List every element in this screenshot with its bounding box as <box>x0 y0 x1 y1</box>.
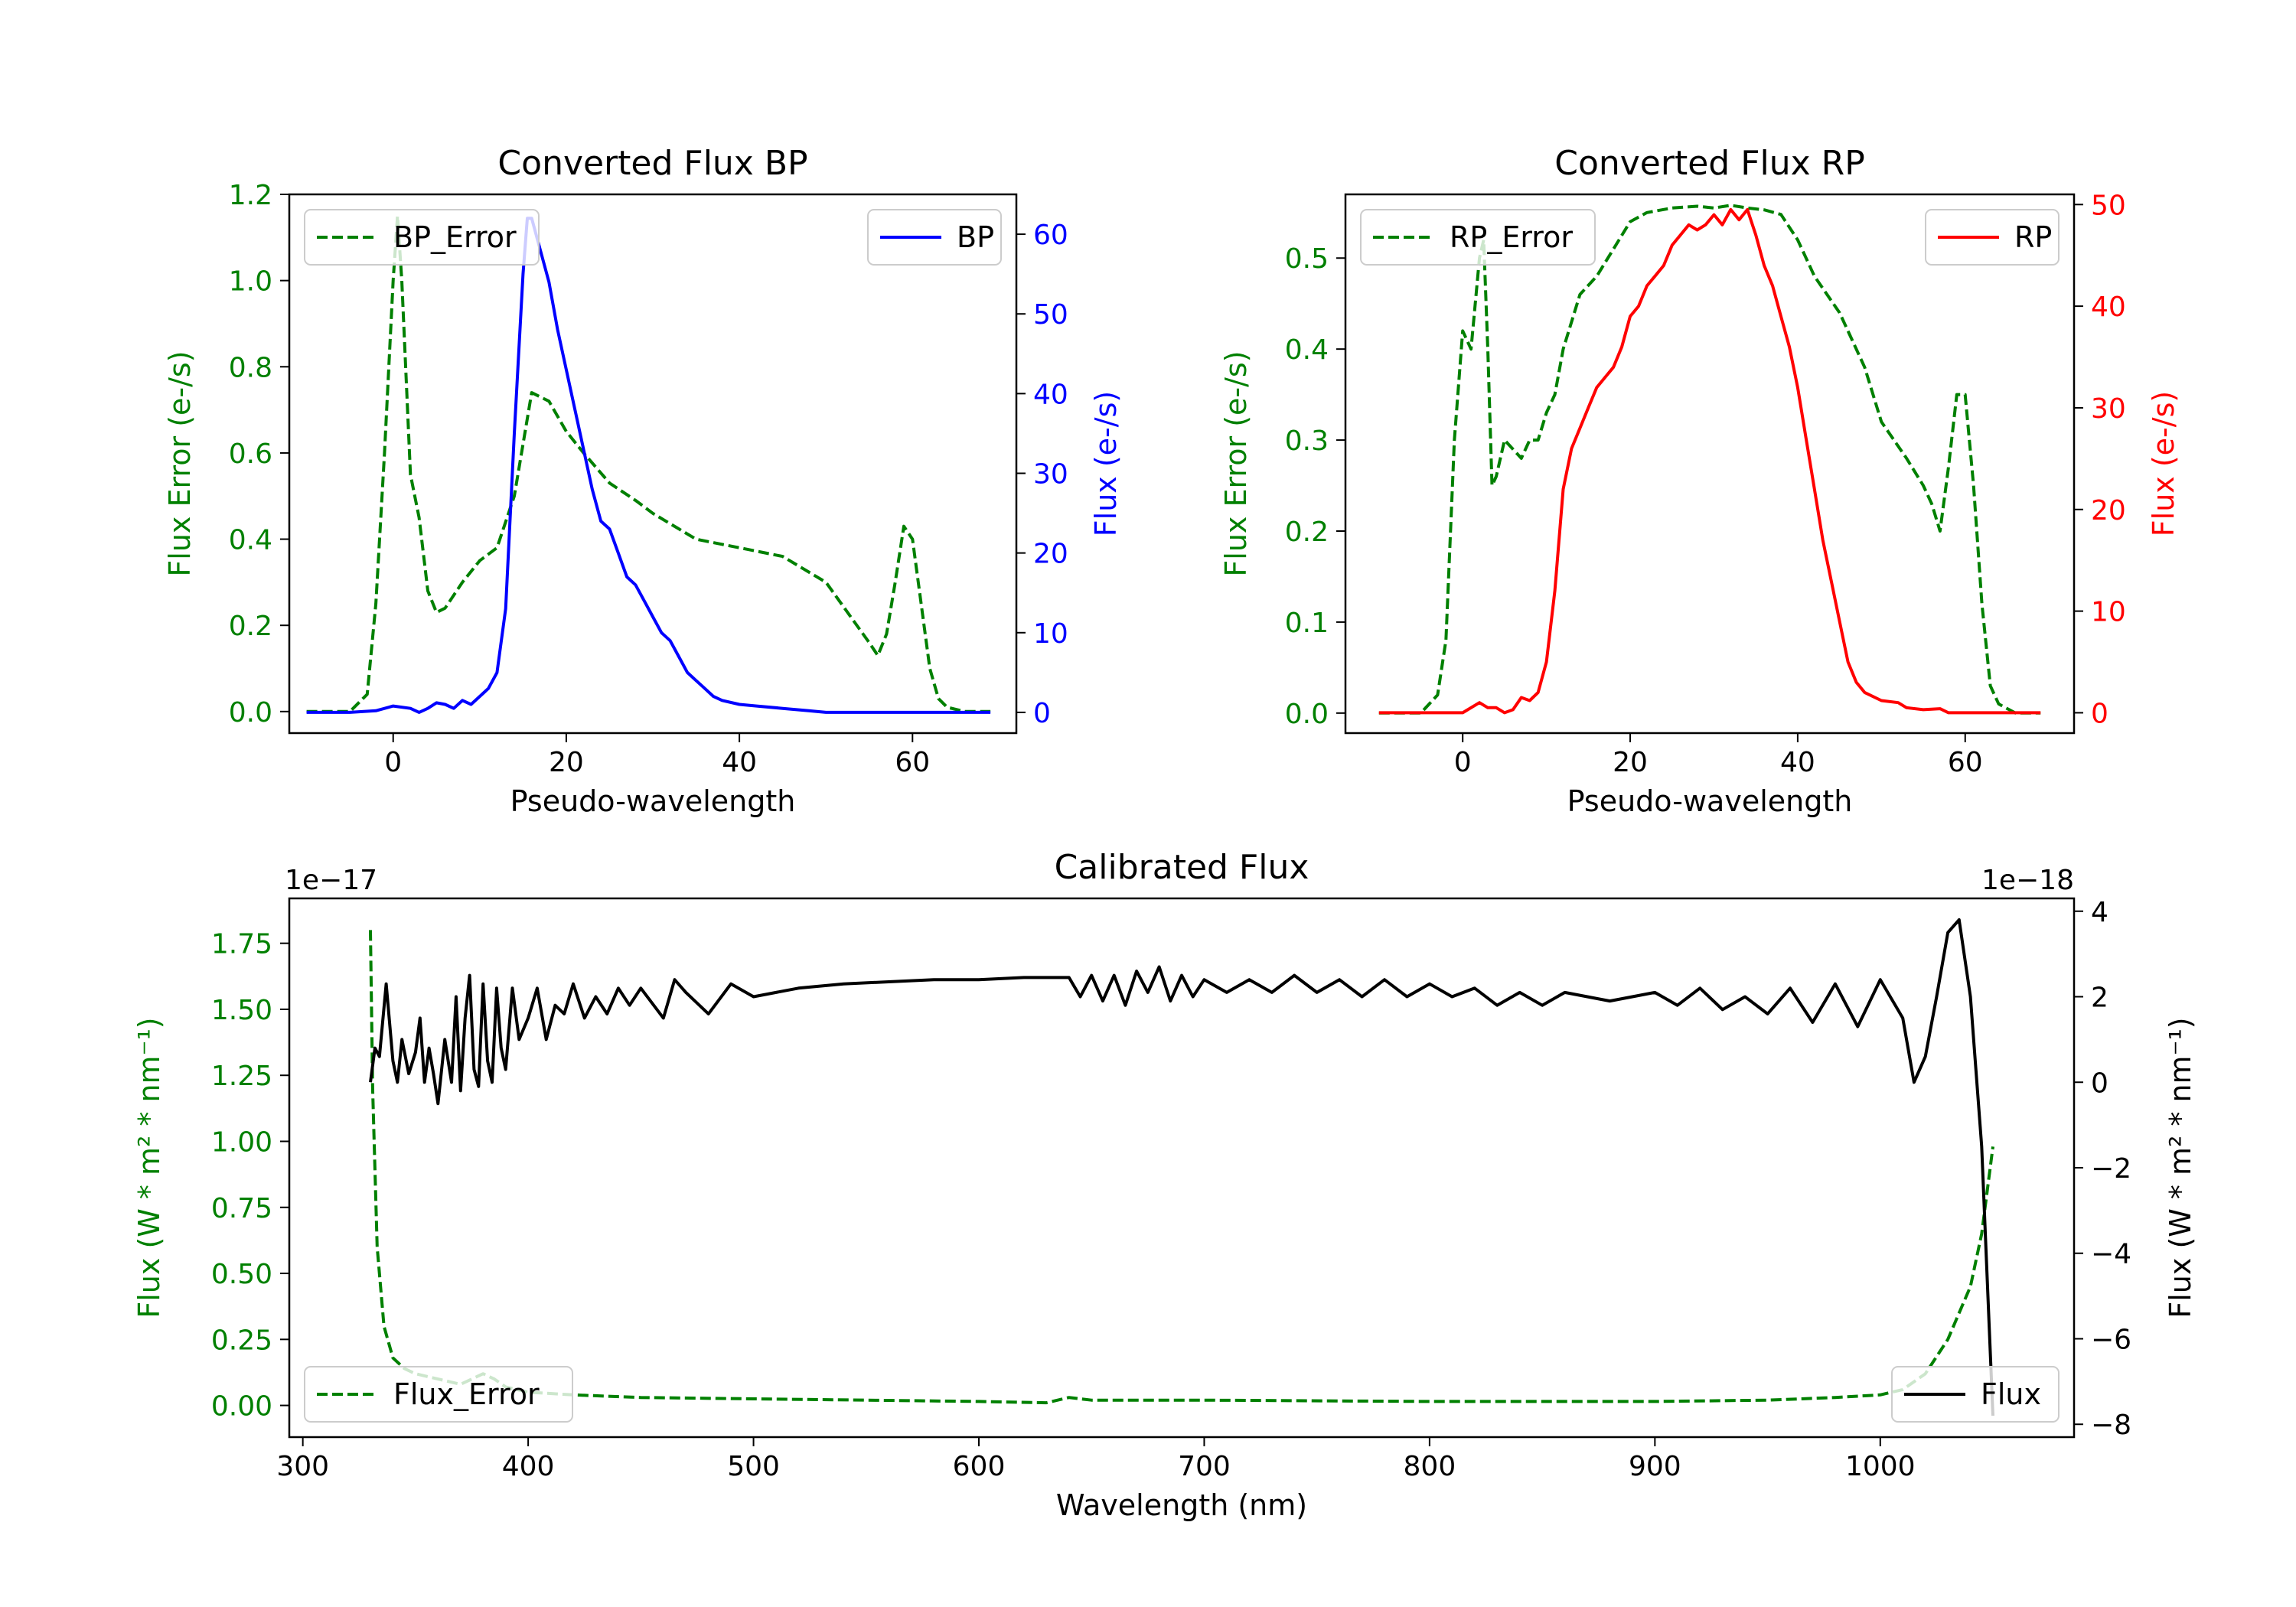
y-left-axis-label: Flux Error (e-/s) <box>1219 350 1253 576</box>
series-line-flux <box>369 918 1994 1416</box>
y-left-tick-label: 1.75 <box>211 929 272 960</box>
y-left-tick-label: 1.00 <box>211 1126 272 1158</box>
legend-bp-error: BP_Error <box>304 209 540 266</box>
y-left-tick-label: 1.2 <box>229 180 272 211</box>
legend-rp-error: RP_Error <box>1360 209 1596 266</box>
y-right-tick-label: 50 <box>1033 299 1068 331</box>
y-right-tick-label: 20 <box>1033 539 1068 570</box>
x-tick-label: 40 <box>1780 747 1815 778</box>
x-tick-label: 20 <box>1613 747 1648 778</box>
y-left-tick-label: 0.75 <box>211 1193 272 1224</box>
chart-title: Converted Flux BP <box>497 144 807 183</box>
y-right-axis-label: Flux (e-/s) <box>2147 391 2180 536</box>
y-right-tick-label: 0 <box>2091 1068 2108 1099</box>
y-right-tick-label: 40 <box>1033 379 1068 410</box>
series-line-bp <box>306 217 991 714</box>
series-line-rp <box>1378 207 2041 715</box>
y-right-tick-label: 10 <box>1033 618 1068 650</box>
legend-label: RP <box>2014 220 2052 254</box>
x-axis-label: Pseudo-wavelength <box>1567 784 1853 818</box>
x-tick-label: 500 <box>727 1451 780 1482</box>
y-right-tick-label: −2 <box>2091 1153 2131 1185</box>
y-left-tick-label: 0.2 <box>229 611 272 642</box>
legend-label: BP <box>957 220 994 254</box>
y-left-tick-label: 0.1 <box>1285 608 1329 639</box>
y-right-tick-label: −4 <box>2091 1239 2131 1270</box>
x-tick-label: 60 <box>895 747 930 778</box>
y-left-tick-label: 1.50 <box>211 995 272 1026</box>
x-tick-label: 0 <box>384 747 402 778</box>
y-right-axis-label: Flux (e-/s) <box>1089 391 1123 536</box>
legend-label: RP_Error <box>1450 220 1573 254</box>
y-left-tick-label: 0.4 <box>229 525 272 556</box>
legend-box <box>1360 209 1596 266</box>
chart-2: 0 20 40 60 0.0 0.1 0.2 0.3 0.4 0.5 0 10 20 30 40 50 Conv… <box>1219 144 2180 818</box>
y-left-axis-label: Flux Error (e-/s) <box>163 350 197 576</box>
x-tick-label: 800 <box>1404 1451 1456 1482</box>
y-left-tick-label: 0.25 <box>211 1325 272 1356</box>
x-axis-label: Wavelength (nm) <box>1056 1488 1307 1522</box>
x-tick-label: 0 <box>1454 747 1472 778</box>
x-tick-label: 20 <box>549 747 584 778</box>
legend-label: Flux <box>1981 1377 2041 1411</box>
y-right-tick-label: 60 <box>1033 220 1068 251</box>
y-right-tick-label: −6 <box>2091 1324 2131 1355</box>
y-left-tick-label: 0.6 <box>229 438 272 470</box>
chart-title: Converted Flux RP <box>1554 144 1865 183</box>
y-left-axis-label: Flux (W * m² * nm⁻¹) <box>132 1017 166 1318</box>
plot-frame <box>1344 193 2076 735</box>
y-left-tick-label: 0.0 <box>1285 699 1329 730</box>
y-right-tick-label: 50 <box>2091 190 2126 221</box>
y-left-tick-label: 0.0 <box>229 697 272 729</box>
legend-label: Flux_Error <box>393 1377 540 1411</box>
y-right-tick-label: −8 <box>2091 1410 2131 1441</box>
chart-1: 0 20 40 60 0.0 0.2 0.4 0.6 0.8 1.0 1.2 0 10 20 30 40 50 6… <box>163 144 1123 818</box>
x-tick-label: 700 <box>1178 1451 1231 1482</box>
y-left-tick-label: 1.0 <box>229 266 272 298</box>
y-left-tick-label: 0.2 <box>1285 517 1329 548</box>
x-tick-label: 40 <box>722 747 757 778</box>
y-left-offset-text: 1e−17 <box>285 865 377 896</box>
y-right-tick-label: 10 <box>2091 597 2126 628</box>
y-right-offset-text: 1e−18 <box>1981 865 2074 896</box>
plot-frame <box>288 193 1018 735</box>
legend-box <box>1891 1366 2060 1423</box>
legend-label: BP_Error <box>393 220 517 254</box>
series-line-bp-error <box>306 214 991 713</box>
y-left-tick-label: 0.50 <box>211 1259 272 1290</box>
legend-rp: RP <box>1925 209 2060 266</box>
chart-3: 300 400 500 600 700 800 900 1000 0.00 0.25 0.50 0.7… <box>132 848 2197 1522</box>
x-axis-label: Pseudo-wavelength <box>510 784 796 818</box>
x-tick-label: 900 <box>1629 1451 1681 1482</box>
y-left-tick-label: 0.8 <box>229 352 272 383</box>
x-tick-label: 60 <box>1948 747 1983 778</box>
y-right-tick-label: 0 <box>1033 698 1051 729</box>
x-tick-label: 600 <box>953 1451 1006 1482</box>
y-left-tick-label: 1.25 <box>211 1061 272 1092</box>
plot-frame <box>288 897 2076 1439</box>
y-right-axis-label: Flux (W * m² * nm⁻¹) <box>2164 1017 2197 1318</box>
legend-box <box>304 209 540 266</box>
y-right-tick-label: 0 <box>2091 698 2108 729</box>
y-right-tick-label: 2 <box>2091 983 2108 1014</box>
series-line-rp-error <box>1378 204 2041 715</box>
chart-title: Calibrated Flux <box>1055 848 1309 887</box>
legend-bp: BP <box>867 209 1002 266</box>
legend-flux: Flux <box>1891 1366 2060 1423</box>
y-left-tick-label: 0.5 <box>1285 243 1329 275</box>
x-tick-label: 400 <box>502 1451 555 1482</box>
x-tick-label: 300 <box>276 1451 329 1482</box>
y-left-tick-label: 0.3 <box>1285 425 1329 457</box>
x-tick-label: 1000 <box>1845 1451 1916 1482</box>
y-left-tick-label: 0.00 <box>211 1391 272 1423</box>
legend-flux-error: Flux_Error <box>304 1366 573 1423</box>
legend-box <box>304 1366 573 1423</box>
y-right-tick-label: 30 <box>1033 458 1068 490</box>
y-right-tick-label: 20 <box>2091 495 2126 526</box>
y-left-tick-label: 0.4 <box>1285 334 1329 366</box>
y-right-tick-label: 30 <box>2091 393 2126 425</box>
y-right-tick-label: 40 <box>2091 292 2126 323</box>
y-right-tick-label: 4 <box>2091 897 2108 928</box>
